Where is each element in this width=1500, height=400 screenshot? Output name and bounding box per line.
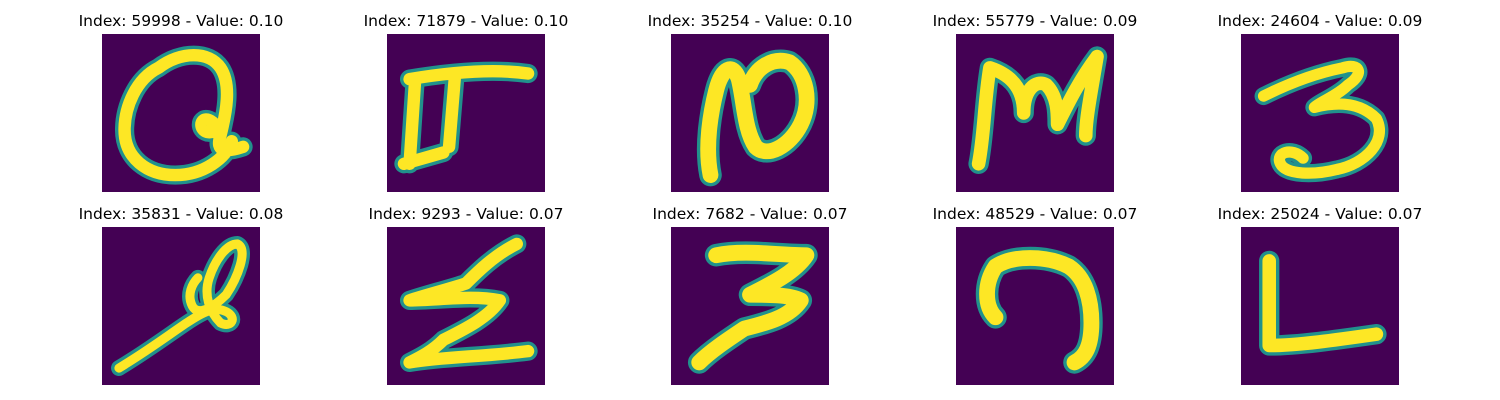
handwritten-glyph-image xyxy=(387,227,545,385)
glyph-q-loop xyxy=(102,34,260,192)
glyph-l-shape xyxy=(1241,227,1399,385)
glyph-loop-slash xyxy=(102,227,260,385)
handwritten-glyph-image xyxy=(671,227,829,385)
handwritten-glyph-image xyxy=(671,34,829,192)
handwritten-glyph-image xyxy=(102,227,260,385)
glyph-hook xyxy=(956,227,1114,385)
handwritten-glyph-image xyxy=(956,227,1114,385)
glyph-pi-like xyxy=(387,34,545,192)
panel-title: Index: 24604 - Value: 0.09 xyxy=(1121,12,1500,30)
handwritten-glyph-image xyxy=(102,34,260,192)
glyph-z-zigzag xyxy=(387,227,545,385)
panel-title: Index: 25024 - Value: 0.07 xyxy=(1121,205,1500,223)
glyph-three-z xyxy=(671,227,829,385)
glyph-m-shape xyxy=(956,34,1114,192)
glyph-n-curl xyxy=(671,34,829,192)
handwritten-glyph-image xyxy=(387,34,545,192)
handwritten-glyph-image xyxy=(1241,34,1399,192)
handwritten-glyph-image xyxy=(1241,227,1399,385)
glyph-three xyxy=(1241,34,1399,192)
handwritten-glyph-image xyxy=(956,34,1114,192)
